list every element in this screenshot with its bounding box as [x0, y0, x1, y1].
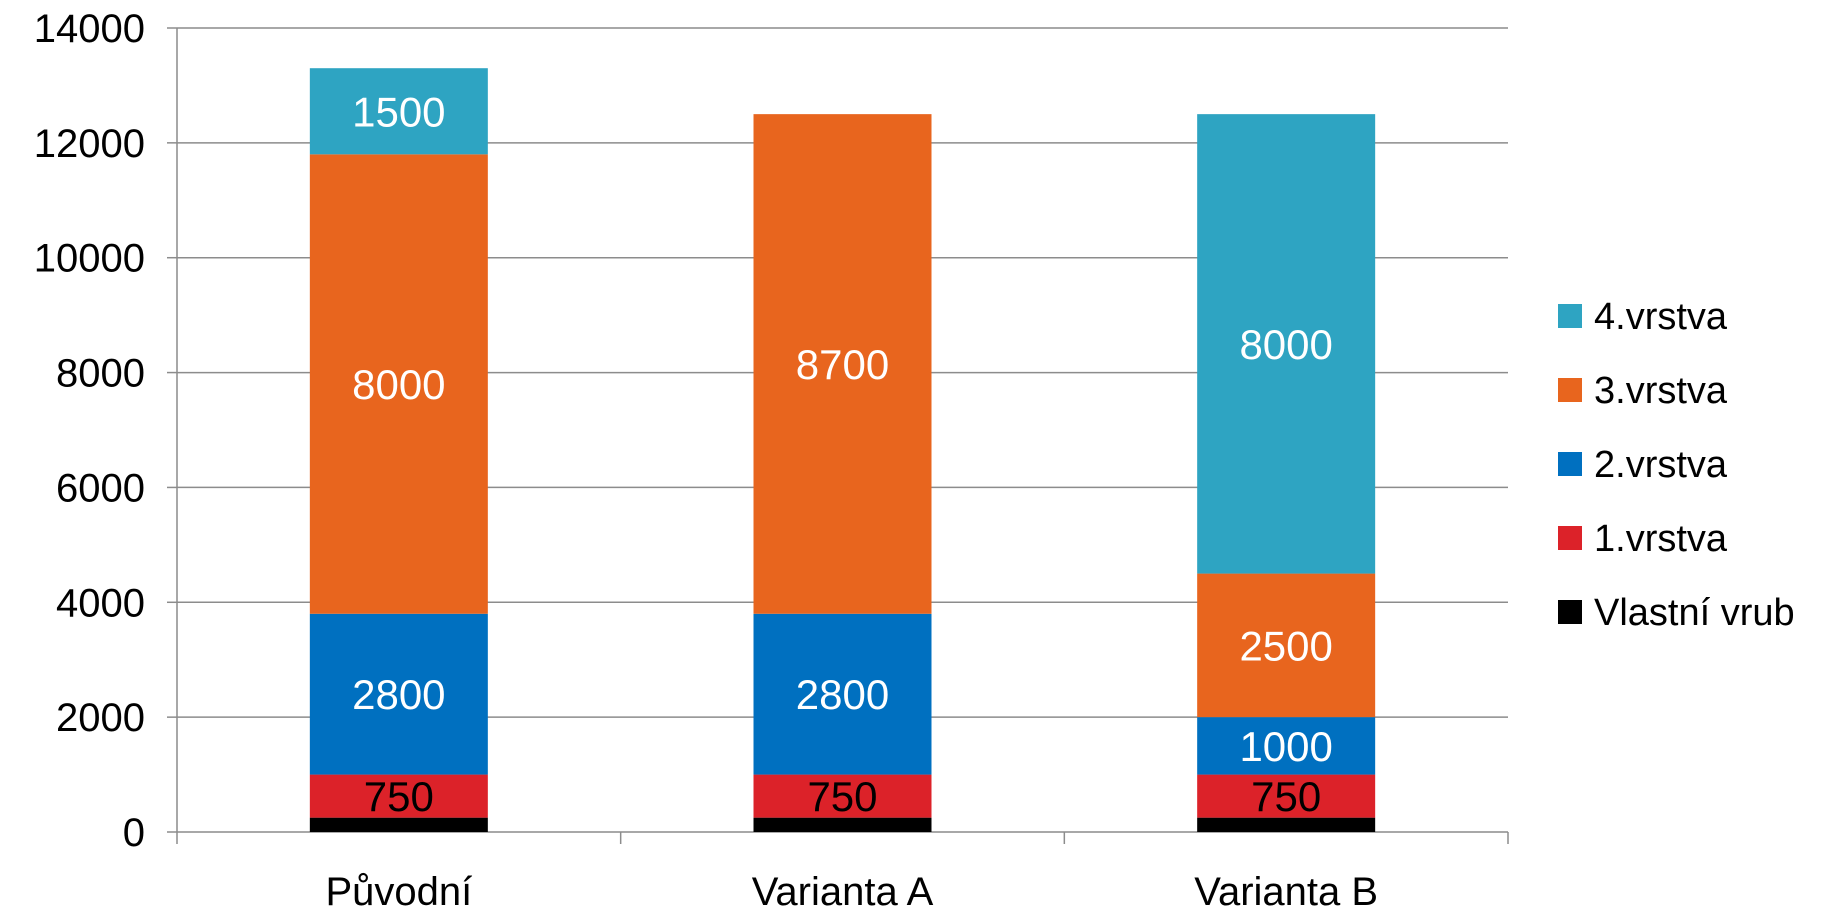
y-tick-label: 10000: [34, 237, 145, 281]
x-category-label: Varianta A: [752, 870, 934, 911]
data-label: 2500: [1239, 622, 1332, 669]
data-label: 8000: [1239, 321, 1332, 368]
bar-segment: [1197, 717, 1376, 775]
legend-swatch: [1558, 304, 1582, 328]
bar-segment: [1197, 573, 1376, 718]
bar-segment: [309, 817, 488, 832]
bar-segment: [1197, 774, 1376, 818]
bar-segment: [753, 774, 932, 818]
data-label: 750: [1251, 773, 1321, 820]
bar-segment: [309, 154, 488, 614]
data-label: 1500: [352, 88, 445, 135]
y-tick-label: 2000: [56, 696, 145, 740]
legend-label: 1.vrstva: [1594, 518, 1728, 560]
data-label: 750: [807, 773, 877, 820]
data-label: 8700: [796, 341, 889, 388]
y-tick-label: 8000: [56, 352, 145, 396]
bar-segment: [1197, 817, 1376, 832]
bar-segment: [753, 613, 932, 775]
legend-entry: 4.vrstva: [1558, 296, 1728, 338]
y-tick-label: 12000: [34, 122, 145, 166]
legend-entry: 2.vrstva: [1558, 444, 1728, 486]
data-label: 8000: [352, 361, 445, 408]
y-tick-label: 6000: [56, 466, 145, 510]
bar-segment: [1197, 114, 1376, 574]
y-tick-label: 4000: [56, 581, 145, 625]
x-category-label: Původní: [325, 870, 472, 911]
legend-label: 3.vrstva: [1594, 370, 1728, 412]
bar-segment: [309, 613, 488, 775]
legend-swatch: [1558, 378, 1582, 402]
bar-segment: [753, 114, 932, 614]
data-label: 2800: [352, 671, 445, 718]
y-tick-label: 14000: [34, 7, 145, 51]
legend-label: 2.vrstva: [1594, 444, 1728, 486]
legend-label: 4.vrstva: [1594, 296, 1728, 338]
y-tick-label: 0: [123, 811, 145, 855]
legend-swatch: [1558, 452, 1582, 476]
data-label: 1000: [1239, 723, 1332, 770]
legend-entry: 3.vrstva: [1558, 370, 1728, 412]
data-label: 750: [364, 773, 434, 820]
x-category-label: Varianta B: [1194, 870, 1378, 911]
legend-entry: Vlastní vrub: [1558, 592, 1795, 634]
bar-segment: [309, 774, 488, 818]
legend-label: Vlastní vrub: [1594, 592, 1795, 634]
bar-segment: [309, 68, 488, 155]
bar-segment: [753, 817, 932, 832]
legend-swatch: [1558, 526, 1582, 550]
data-label: 2800: [796, 671, 889, 718]
legend-entry: 1.vrstva: [1558, 518, 1728, 560]
legend-swatch: [1558, 600, 1582, 624]
